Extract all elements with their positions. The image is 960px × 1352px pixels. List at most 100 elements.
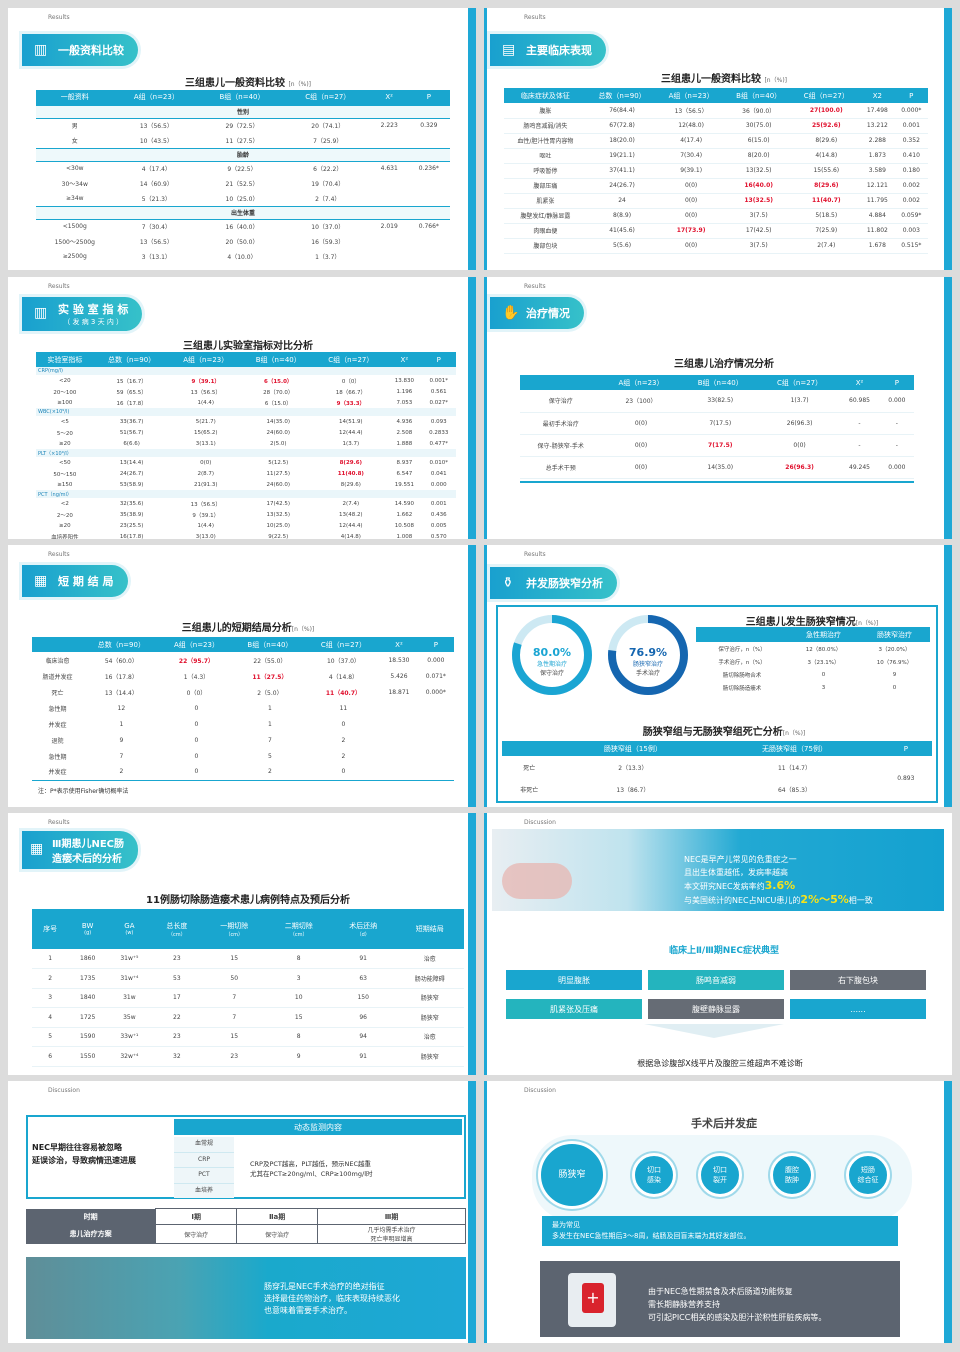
surgery-banner	[26, 1257, 466, 1339]
table-row: <20 15（16.7） 9（39.1） 6（15.0） 0（0） 13.830 0.001…	[36, 375, 456, 386]
symptom-tag: 明显腹胀	[506, 970, 642, 990]
table-cell: 15（16.7）	[116, 378, 147, 385]
table-cell	[380, 732, 417, 748]
table-cell: 12（80.0%）	[805, 646, 842, 653]
table-cell: 31w⁺⁵	[120, 955, 139, 962]
table-row: 6 1550 32w⁺⁴ 32 23 9 91 肠狭窄	[32, 1047, 464, 1066]
table-cell: ≥100	[57, 399, 73, 406]
table-cell: 5(18.5)	[815, 212, 838, 219]
table-cell: 4.631	[380, 165, 398, 173]
clinical-table: 临床症状及体征 总数（n=90） A组（n=23） B组（n=40） C组（n=27） X…	[504, 88, 928, 254]
slide-title-pill: ⚱ 并发肠狭窄分析	[490, 567, 617, 599]
table-cell	[408, 234, 450, 249]
nutrition-text: 由于NEC急性期禁食及术后肠道功能恢复 需长期静脉营养支持 可引起PICC相关的感染…	[648, 1287, 827, 1322]
table-cell: 16(40.0)	[744, 182, 773, 189]
complication-circle: 切口 裂开	[698, 1153, 742, 1197]
table-row: 男 13（56.5） 29（72.5） 20（74.1） 2.223 0.329	[36, 118, 450, 133]
table-title: 三组患儿治疗情况分析	[674, 359, 774, 370]
table-cell: 10.508	[394, 522, 414, 529]
table-cell: 1(3.7)	[790, 397, 809, 405]
right-bar	[944, 1081, 952, 1343]
table-cell: ≥34w	[65, 194, 84, 202]
table-cell: 0	[341, 720, 346, 728]
table-title: 三组患儿实验室指标对比分析	[183, 341, 313, 352]
table-header-cell: A组（n=23）	[159, 637, 234, 652]
table-cell: 0	[194, 736, 199, 744]
table-note: 注：P*表示使用Fisher确切概率法	[38, 788, 129, 795]
slide-discussion-3[interactable]: Discussion 手术后并发症 肠狭窄 切口 感染 切口 裂开 腹腔 脓肿 短肠 综合征 最…	[484, 1081, 952, 1343]
monitor-items: 血常规 CRP PCT 血培养	[174, 1137, 234, 1198]
table-cell: 23(25.5)	[119, 522, 144, 529]
table-header-cell: 总长度 （cm）	[151, 909, 203, 949]
slide-title: 手术后并发症	[691, 1117, 757, 1130]
table-cell: 最初手术治疗	[542, 420, 579, 428]
slide-title-line1: Ⅲ期患儿NEC肠	[52, 839, 124, 850]
table-cell	[418, 716, 454, 732]
table-cell: 3(7.5)	[749, 242, 768, 249]
table-cell	[408, 176, 450, 191]
table-cell: 10(25.0)	[266, 522, 291, 529]
table-header-cell: P	[894, 88, 928, 103]
slide-treatment[interactable]: Results ✋ 治疗情况 三组患儿治疗情况分析 A组（n=23） B组（n=40…	[484, 277, 952, 539]
table-header-cell: 二期切除 （cm）	[266, 909, 331, 949]
table-cell: 26(96.3)	[785, 463, 814, 471]
stricture-info: 最为常见 多发生在NEC急性期后3～8周，结肠及回盲末端为其好发部位。	[542, 1216, 898, 1246]
table-cell: 保守治疗	[548, 398, 573, 406]
table-cell	[380, 748, 417, 764]
slide-lab[interactable]: Results ▥ 实 验 室 指 标 （ 发 病 3 天 内 ） 三组患儿实验室指…	[8, 277, 476, 539]
table-cell: 96	[359, 1013, 367, 1021]
table-cell: 24	[618, 197, 626, 204]
slide-clinical[interactable]: Results ▤ 主要临床表现 三组患儿一般资料比较 [n（%)] 临床症状及体…	[484, 8, 952, 270]
slide-stoma[interactable]: Results ▦ Ⅲ期患儿NEC肠 造瘘术后的分析 11例肠切除肠造瘘术患儿病例特…	[8, 813, 476, 1075]
table-cell: 临床治愈	[45, 657, 70, 665]
table-cell: 22（55.0）	[253, 657, 287, 665]
slide-stricture[interactable]: Results ⚱ 并发肠狭窄分析 80.0% 急性期治疗 保守治疗 76.9% 肠狭窄…	[484, 545, 952, 807]
table-cell	[418, 748, 454, 764]
table-cell: 3（23.1%）	[807, 659, 840, 666]
slide-discussion-1[interactable]: Discussion NEC是早产儿常见的危重症之一 且出生体重越低，发病率越高…	[484, 813, 952, 1075]
table-cell: 8(29.6)	[814, 182, 839, 189]
table-cell: 7	[119, 752, 124, 760]
lab-table: 实验室指标 总数（n=90） A组（n=23） B组（n=40） C组（n=27） X² P…	[36, 352, 456, 539]
table-row: 保守治疗 23（100） 33(82.5) 1(3.7) 60.985 0.000	[520, 390, 914, 412]
table-cell: 4.884	[868, 212, 886, 219]
slide-discussion-2[interactable]: Discussion NEC早期往往容易被忽略 延误诊治，导致病情迅速进展 动态监…	[8, 1081, 476, 1343]
table-cell: 呕吐	[539, 153, 552, 160]
table-header-cell: 无肠狭窄组（75例）	[709, 741, 880, 756]
section-row: 性别	[36, 104, 450, 119]
table-cell: 0(0)	[634, 463, 648, 471]
slide-title-pill: ▥ 实 验 室 指 标 （ 发 病 3 天 内 ）	[22, 297, 143, 331]
table-cell: 2.223	[380, 122, 398, 130]
stage-header-cell: 时期	[26, 1208, 156, 1225]
table-cell: 67(72.8)	[609, 122, 635, 129]
table-cell: 0(0)	[684, 182, 698, 189]
slide-title: 实 验 室 指 标	[58, 303, 129, 316]
section-tag: Discussion	[524, 819, 556, 826]
table-cell: 肉眼血便	[533, 228, 558, 235]
table-cell: 0.041	[430, 470, 447, 477]
table-row: 肌紧张 24 0(0) 13(32.5) 11(40.7) 11.795 0.002	[504, 193, 928, 208]
table-cell: 1	[268, 704, 272, 712]
table-cell: 4(17.4)	[680, 137, 703, 144]
table-cell: 女	[71, 137, 78, 145]
table-cell: 1.662	[396, 511, 413, 518]
circle-label: 脓肿	[785, 1176, 799, 1184]
circle-label: 裂开	[713, 1176, 727, 1184]
table-cell: 7(17.5)	[709, 419, 732, 427]
table-header-cell	[32, 637, 83, 652]
table-cell: 0.766*	[418, 223, 439, 231]
table-cell: 13(48.2)	[339, 511, 363, 518]
table-cell: 2	[341, 752, 346, 760]
table-row: 急性期 7 0 5 2	[32, 748, 454, 764]
table-cell: 9（22.5）	[227, 166, 257, 174]
slide-outcome[interactable]: Results ▦ 短 期 结 局 三组患儿的短期结局分析[n（%)] 总数（n=…	[8, 545, 476, 807]
table-cell: 2.288	[868, 137, 886, 144]
table-cell: 急性期	[48, 753, 67, 761]
slide-general-data[interactable]: Results ▥ 一般资料比较 三组患儿一般资料比较 [n（%)] 一般资料 A组…	[8, 8, 476, 270]
table-cell: 17.498	[866, 106, 888, 114]
right-bar	[468, 1081, 476, 1343]
table-row: 肠切除肠造瘘术 3 0	[696, 681, 930, 694]
table-cell: 1550	[80, 1052, 96, 1060]
table-cell	[418, 764, 454, 780]
table-cell: 1.008	[396, 533, 413, 540]
